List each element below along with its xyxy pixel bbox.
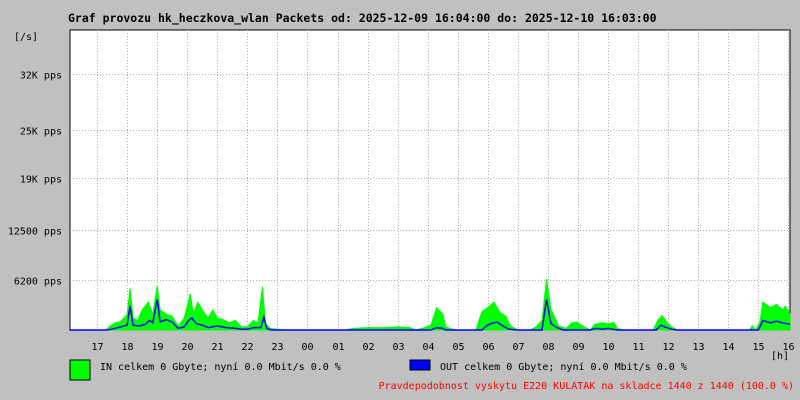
y-unit-label: [/s] xyxy=(14,32,38,43)
x-tick-label: 04 xyxy=(422,342,434,353)
x-tick-label: 15 xyxy=(752,342,764,353)
x-tick-label: 10 xyxy=(602,342,614,353)
chart-title: Graf provozu hk_heczkova_wlan Packets od… xyxy=(68,11,657,26)
x-tick-label: 11 xyxy=(632,342,644,353)
x-tick-label: 13 xyxy=(692,342,704,353)
x-unit-label: [h] xyxy=(771,351,789,362)
y-tick-label: 12500 pps xyxy=(8,227,62,238)
x-tick-label: 18 xyxy=(121,342,133,353)
x-tick-label: 20 xyxy=(181,342,193,353)
x-tick-label: 16 xyxy=(782,342,794,353)
x-tick-label: 05 xyxy=(452,342,464,353)
footer-note: Pravdepodobnost vyskytu E220 KULATAK na … xyxy=(379,381,794,392)
y-tick-label: 25K pps xyxy=(20,127,62,138)
x-tick-label: 00 xyxy=(301,342,313,353)
legend-in-swatch xyxy=(69,359,91,381)
x-tick-label: 17 xyxy=(91,342,103,353)
x-tick-label: 01 xyxy=(332,342,344,353)
grid xyxy=(70,30,790,330)
series-out-line xyxy=(70,299,791,331)
x-axis: 17 18 19 20 21 22 23 00 01 02 03 04 05 06 07 08 09 10 11 12… xyxy=(91,342,794,353)
y-tick-label: 32K pps xyxy=(20,71,62,82)
x-tick-label: 07 xyxy=(512,342,524,353)
x-tick-label: 06 xyxy=(482,342,494,353)
x-tick-label: 22 xyxy=(241,342,253,353)
x-tick-label: 09 xyxy=(572,342,584,353)
y-tick-label: 19K pps xyxy=(20,175,62,186)
x-tick-label: 02 xyxy=(362,342,374,353)
series-layer xyxy=(70,278,791,331)
x-tick-label: 12 xyxy=(662,342,674,353)
legend-out-label: OUT celkem 0 Gbyte; nyní 0.0 Mbit/s 0.0 … xyxy=(440,361,687,373)
legend-out-swatch xyxy=(409,359,431,371)
x-tick-label: 14 xyxy=(722,342,734,353)
x-tick-label: 08 xyxy=(542,342,554,353)
y-tick-label: 6200 pps xyxy=(14,277,62,288)
x-tick-label: 03 xyxy=(392,342,404,353)
legend-in-label: IN celkem 0 Gbyte; nyní 0.0 Mbit/s 0.0 % xyxy=(100,361,341,373)
x-tick-label: 19 xyxy=(151,342,163,353)
x-tick-label: 21 xyxy=(211,342,223,353)
y-axis: 6200 pps 12500 pps 19K pps 25K pps 32K pps xyxy=(8,71,62,288)
x-tick-label: 23 xyxy=(271,342,283,353)
